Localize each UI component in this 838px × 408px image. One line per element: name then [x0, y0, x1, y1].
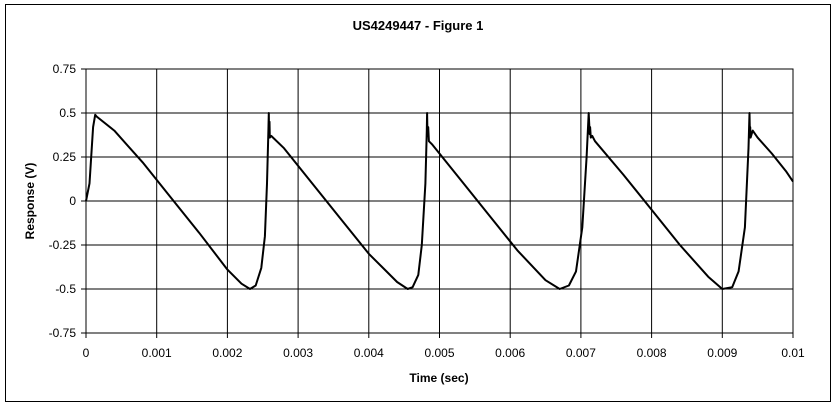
x-tick-label: 0.004 — [354, 346, 384, 360]
y-tick-label: -0.5 — [55, 282, 76, 296]
x-tick-label: 0.009 — [707, 346, 737, 360]
y-tick-label: -0.25 — [49, 238, 77, 252]
x-tick-label: 0.007 — [566, 346, 596, 360]
x-tick-label: 0.003 — [283, 346, 313, 360]
x-tick-label: 0 — [83, 346, 90, 360]
x-tick-label: 0.005 — [424, 346, 454, 360]
chart-title: US4249447 - Figure 1 — [353, 18, 484, 33]
series-group — [85, 112, 794, 290]
y-tick-labels: 0.75 0.5 0.25 0 -0.25 -0.5 -0.75 — [49, 62, 77, 340]
grid-lines — [81, 68, 794, 338]
series-line-0 — [85, 112, 794, 290]
y-tick-label: 0.75 — [53, 62, 77, 76]
x-tick-label: 0.002 — [212, 346, 242, 360]
y-tick-label: 0.25 — [53, 150, 77, 164]
y-tick-label: 0.5 — [59, 106, 76, 120]
x-tick-label: 0.01 — [781, 346, 805, 360]
x-axis-label: Time (sec) — [409, 371, 468, 385]
x-tick-label: 0.008 — [637, 346, 667, 360]
y-axis-label: Response (V) — [23, 163, 37, 240]
x-tick-labels: 0 0.001 0.002 0.003 0.004 0.005 0.006 0.007 0.00… — [83, 346, 805, 360]
y-tick-label: -0.75 — [49, 326, 77, 340]
y-tick-label: 0 — [69, 194, 76, 208]
chart-frame — [5, 4, 831, 402]
x-tick-label: 0.006 — [495, 346, 525, 360]
x-tick-label: 0.001 — [142, 346, 172, 360]
